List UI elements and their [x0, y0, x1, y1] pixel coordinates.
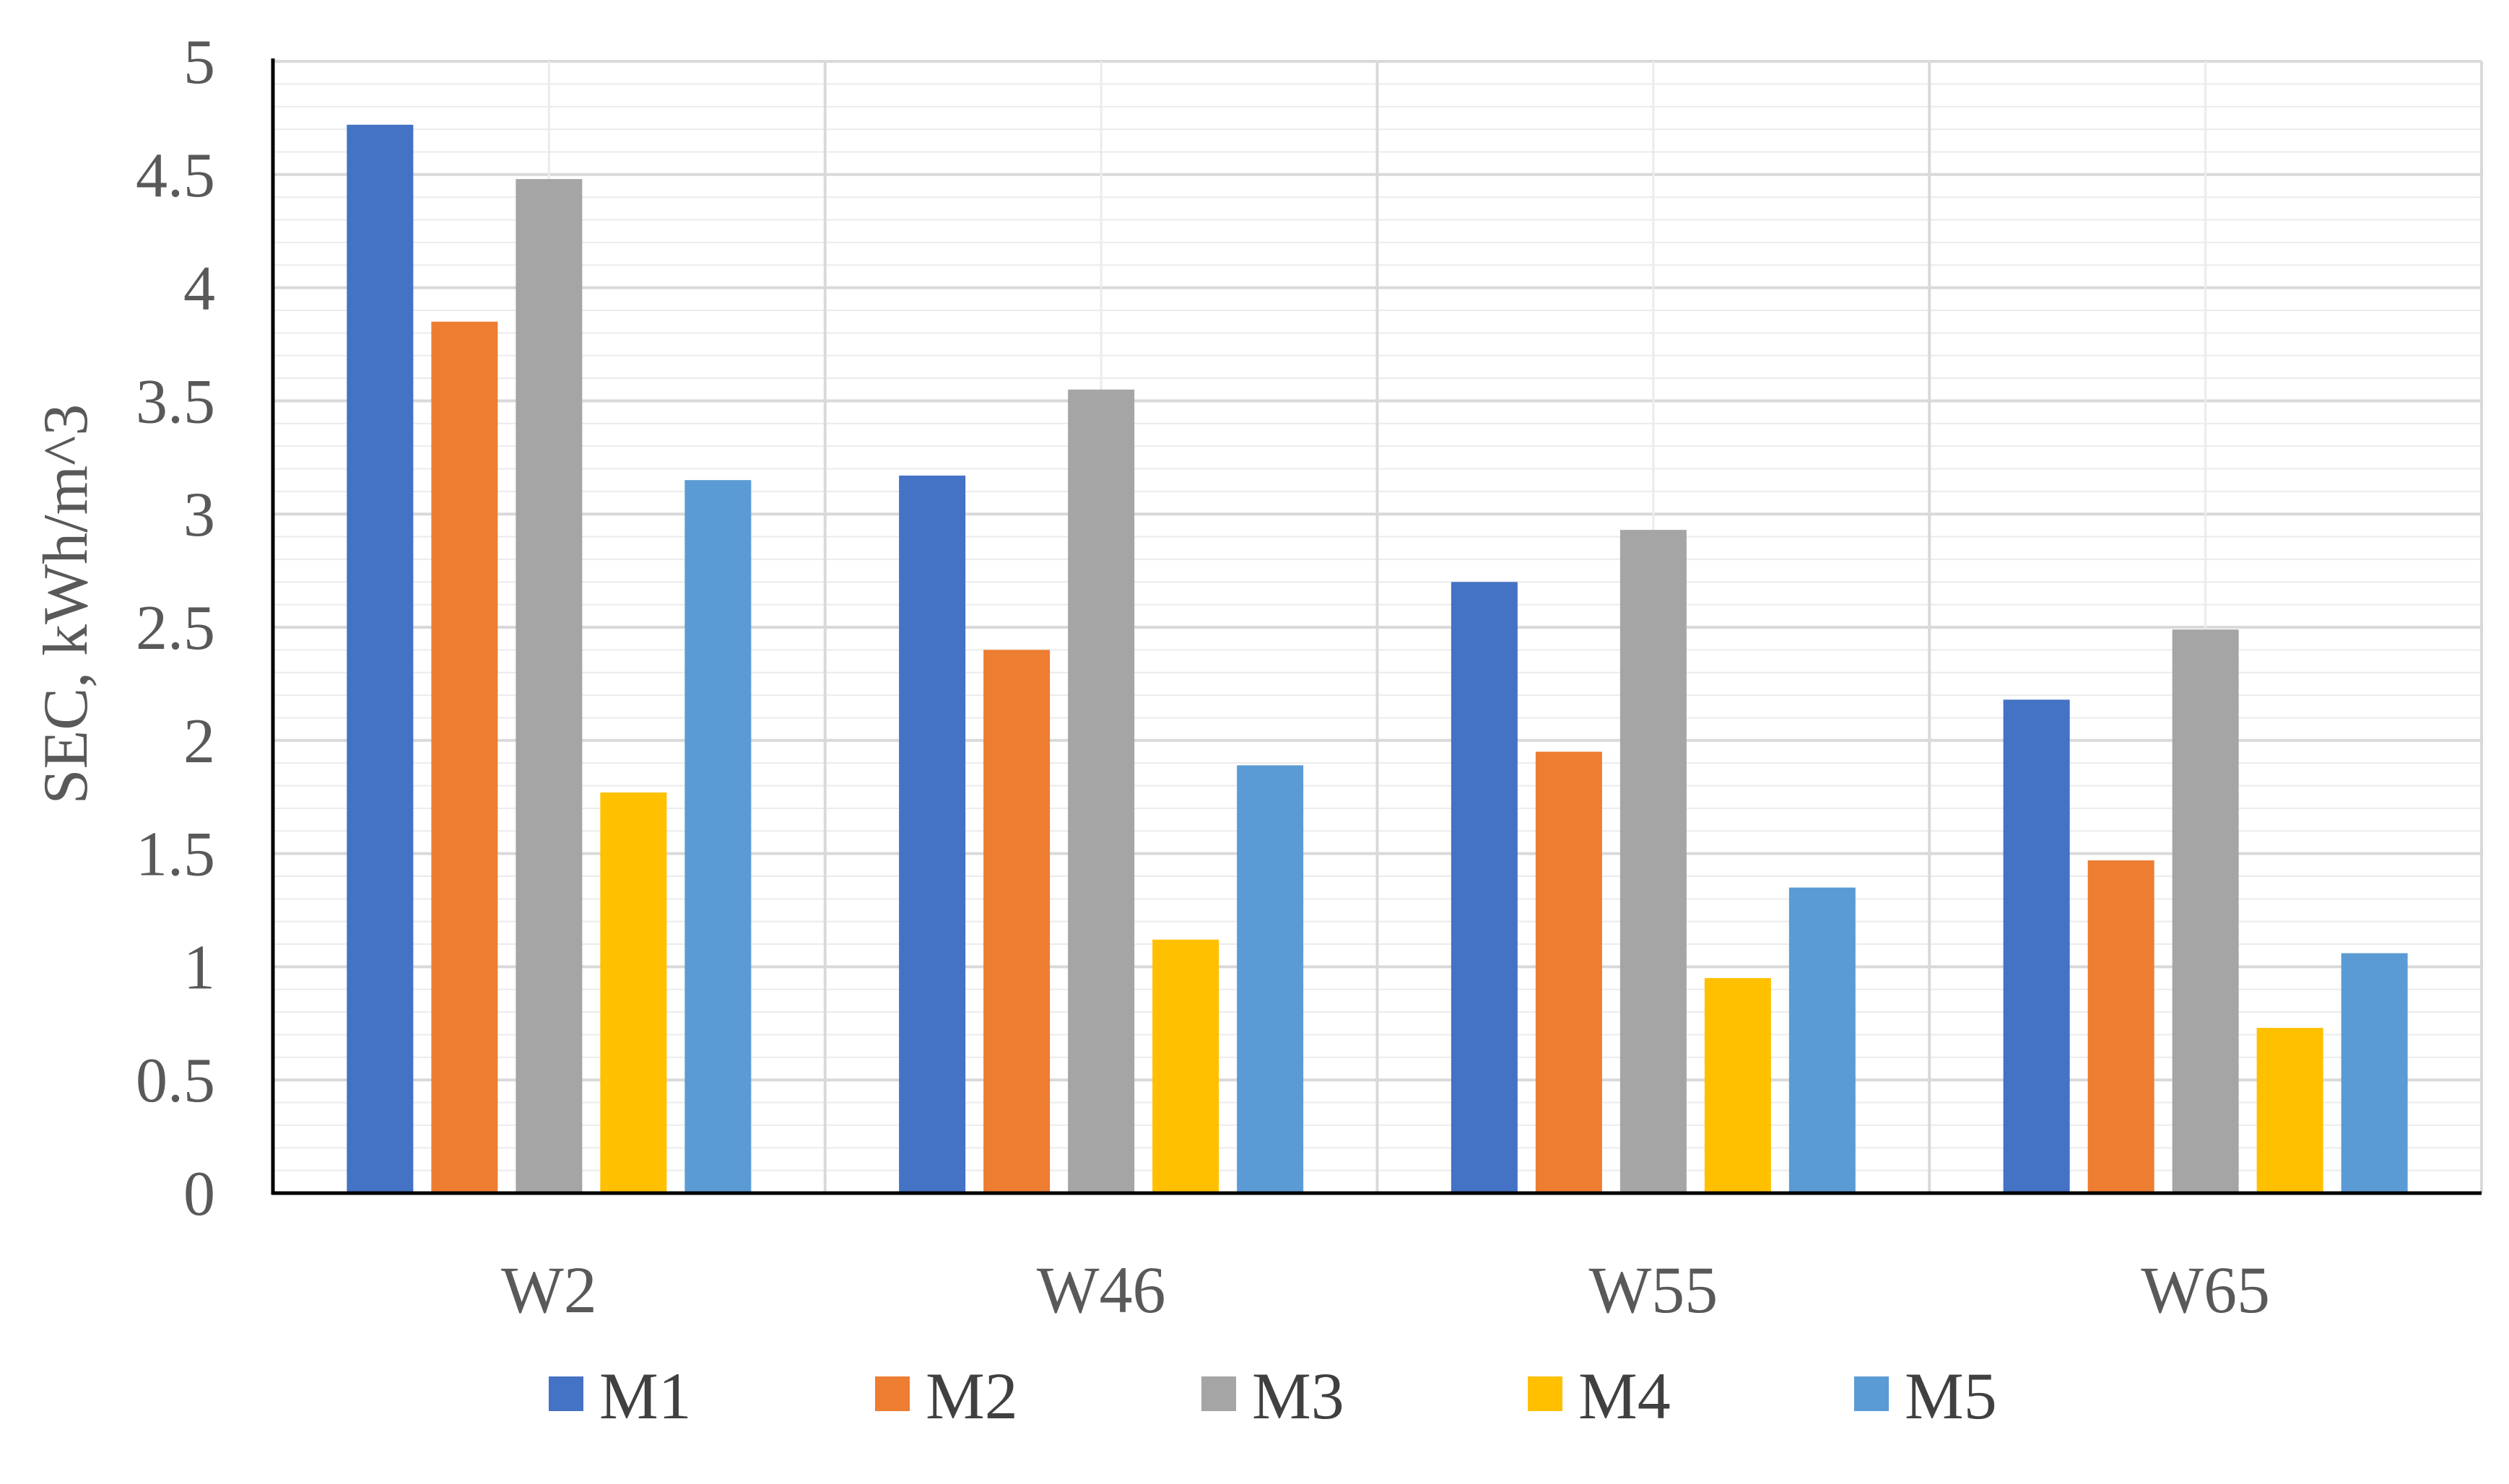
y-tick-label: 4.5 — [136, 141, 215, 211]
bar-m5-w2 — [684, 480, 752, 1193]
bar-m2-w2 — [431, 321, 498, 1193]
bar-m5-w65 — [2341, 953, 2408, 1193]
legend-item-m5: M5 — [1854, 1359, 1997, 1433]
y-axis-title: SEC, kWh/m^3 — [31, 404, 101, 805]
y-tick-label: 3 — [183, 480, 215, 550]
labels-layer: 0 0.5 1 1.5 2 2.5 3 3.5 4 4.5 5 W2 W46 W55 W65 — [136, 27, 2270, 1327]
y-tick-label: 3.5 — [136, 367, 215, 437]
legend-item-m1: M1 — [549, 1359, 692, 1433]
x-tick-label: W55 — [1588, 1253, 1718, 1327]
bar-m4-w46 — [1152, 939, 1219, 1193]
bar-m3-w65 — [2172, 629, 2239, 1193]
bar-m3-w46 — [1068, 389, 1135, 1193]
legend-swatch — [1528, 1376, 1562, 1411]
legend-swatch — [1201, 1376, 1236, 1411]
bar-m1-w65 — [2003, 699, 2070, 1193]
bar-m4-w2 — [600, 792, 667, 1193]
y-tick-label: 2 — [183, 707, 215, 777]
legend-item-m2: M2 — [875, 1359, 1018, 1433]
bars-layer — [347, 124, 2408, 1194]
y-tick-label: 1.5 — [136, 820, 215, 890]
legend-item-m3: M3 — [1201, 1359, 1344, 1433]
y-tick-label: 5 — [183, 27, 215, 97]
legend-label: M1 — [599, 1359, 692, 1433]
bar-m4-w55 — [1704, 978, 1771, 1193]
legend-item-m4: M4 — [1528, 1359, 1671, 1433]
y-tick-label: 0.5 — [136, 1046, 215, 1116]
bar-m4-w65 — [2256, 1028, 2323, 1193]
bar-m3-w55 — [1619, 530, 1687, 1193]
bar-m5-w55 — [1788, 887, 1856, 1193]
bar-m3-w2 — [516, 179, 583, 1193]
bar-m2-w46 — [983, 650, 1051, 1193]
legend-swatch — [549, 1376, 583, 1411]
axes-layer — [271, 58, 2482, 1195]
bar-m1-w46 — [899, 475, 966, 1193]
bar-m1-w2 — [347, 124, 414, 1194]
x-tick-label: W65 — [2141, 1253, 2270, 1327]
x-tick-label: W46 — [1037, 1253, 1166, 1327]
bar-m2-w65 — [2087, 860, 2154, 1193]
legend-swatch — [875, 1376, 910, 1411]
legend: M1 M2 M3 M4 M5 — [549, 1359, 1997, 1433]
x-tick-label: W2 — [501, 1253, 597, 1327]
legend-label: M5 — [1905, 1359, 1997, 1433]
legend-swatch — [1854, 1376, 1889, 1411]
legend-label: M2 — [926, 1359, 1018, 1433]
legend-label: M3 — [1252, 1359, 1344, 1433]
legend-label: M4 — [1578, 1359, 1671, 1433]
y-tick-label: 0 — [183, 1159, 215, 1229]
y-tick-label: 4 — [183, 254, 215, 324]
y-tick-label: 2.5 — [136, 593, 215, 663]
y-tick-label: 1 — [183, 933, 215, 1003]
bar-m5-w46 — [1237, 765, 1304, 1193]
bar-m1-w55 — [1451, 582, 1518, 1193]
bar-m2-w55 — [1535, 751, 1602, 1193]
